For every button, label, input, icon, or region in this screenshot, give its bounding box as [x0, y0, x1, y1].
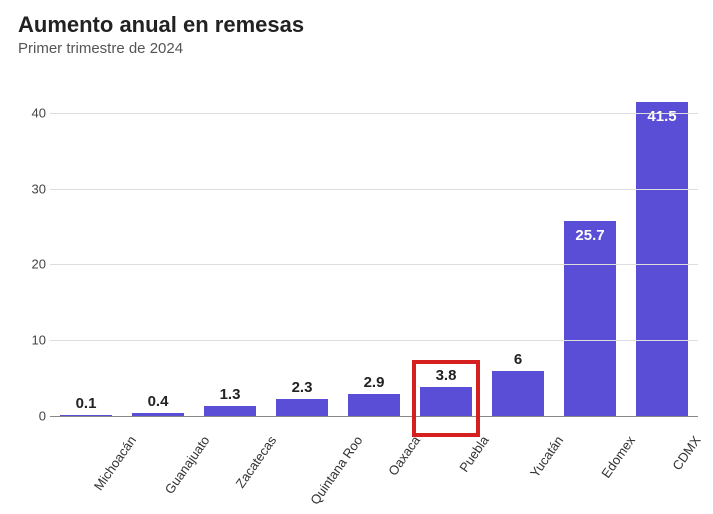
bar-slot: 6 — [482, 75, 554, 416]
bar — [492, 371, 544, 416]
x-tick-label: Guanajuato — [161, 433, 212, 497]
bar-slot: 3.8 — [410, 75, 482, 416]
bar-chart: 0.1 0.4 1.3 2.3 2.9 3.8 6 25.7 41.5 0 10 20 30 40 Mi… — [18, 75, 698, 495]
x-axis-labels: MichoacánGuanajuatoZacatecasQuintana Roo… — [50, 425, 698, 440]
x-tick-label: Quintana Roo — [307, 433, 365, 507]
bar-slot: 0.1 — [50, 75, 122, 416]
bar-value-label: 1.3 — [220, 386, 241, 403]
chart-title: Aumento anual en remesas — [18, 12, 695, 38]
grid-line — [50, 264, 698, 265]
bar — [420, 387, 472, 416]
x-tick-label: Puebla — [457, 433, 493, 475]
x-tick-label: Yucatán — [527, 433, 566, 480]
bar: 41.5 — [636, 102, 688, 416]
x-tick-label: Zacatecas — [233, 433, 280, 491]
bar-slot: 2.9 — [338, 75, 410, 416]
bar: 25.7 — [564, 221, 616, 416]
x-tick-label: Oaxaca — [385, 433, 423, 478]
y-tick-label: 10 — [20, 333, 46, 348]
bar-slot: 41.5 — [626, 75, 698, 416]
y-tick-label: 0 — [20, 409, 46, 424]
x-tick-label: Edomex — [598, 433, 638, 481]
bar-slot: 0.4 — [122, 75, 194, 416]
x-tick-label: Michoacán — [91, 433, 139, 493]
grid-line — [50, 189, 698, 190]
bar-value-label: 25.7 — [575, 227, 604, 244]
bar-slot: 25.7 — [554, 75, 626, 416]
bar-value-label: 2.9 — [364, 374, 385, 391]
bar-value-label: 0.4 — [148, 393, 169, 410]
bar-value-label: 2.3 — [292, 379, 313, 396]
bar — [348, 394, 400, 416]
bars-container: 0.1 0.4 1.3 2.3 2.9 3.8 6 25.7 41.5 — [50, 75, 698, 416]
bar — [204, 406, 256, 416]
x-tick-label: CDMX — [670, 433, 704, 473]
bar — [60, 415, 112, 416]
bar — [132, 413, 184, 416]
y-tick-label: 40 — [20, 105, 46, 120]
bar — [276, 399, 328, 416]
bar-slot: 2.3 — [266, 75, 338, 416]
y-tick-label: 30 — [20, 181, 46, 196]
plot-area: 0.10.41.32.32.93.8625.741.5 010203040 — [50, 75, 698, 417]
bar-value-label: 0.1 — [76, 395, 97, 412]
bar-value-label: 41.5 — [647, 108, 676, 125]
grid-line — [50, 340, 698, 341]
chart-subtitle: Primer trimestre de 2024 — [18, 40, 695, 57]
grid-line — [50, 113, 698, 114]
bar-slot: 1.3 — [194, 75, 266, 416]
bar-value-label: 6 — [514, 351, 522, 368]
y-tick-label: 20 — [20, 257, 46, 272]
bar-value-label: 3.8 — [436, 367, 457, 384]
